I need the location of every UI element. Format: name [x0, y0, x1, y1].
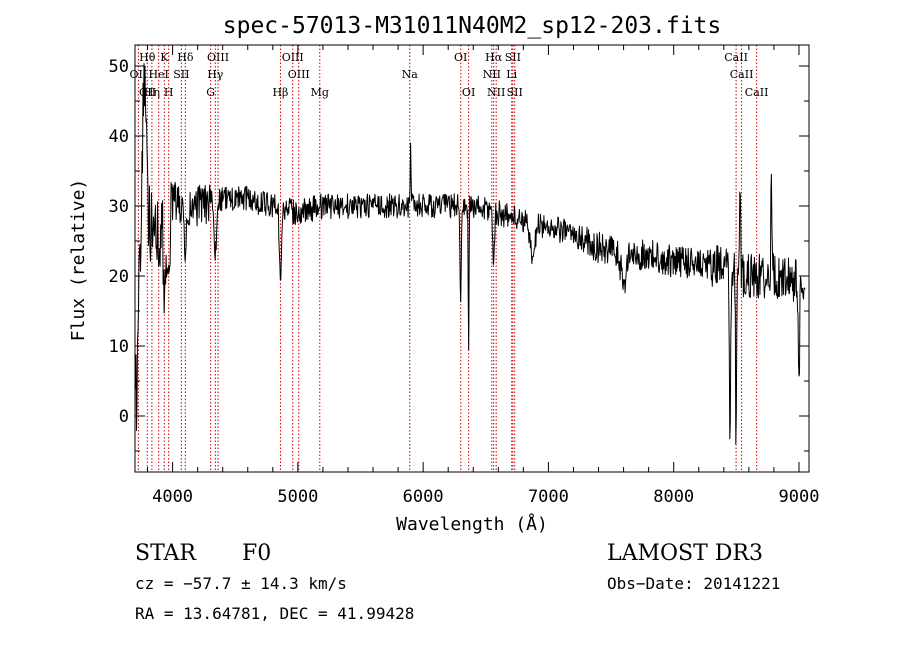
spectral-line-label: OII [130, 68, 148, 81]
x-tick-label: 8000 [653, 487, 694, 507]
x-tick-label: 5000 [277, 487, 318, 507]
y-tick-label: 20 [109, 267, 129, 287]
coordinates-readout: RA = 13.64781, DEC = 41.99428 [135, 604, 414, 623]
spectral-line-label: Hη [144, 86, 160, 99]
spectral-line-label: NII [487, 86, 505, 99]
spectral-line-label: CaII [724, 51, 748, 64]
spectral-line-label: Hδ [177, 51, 194, 64]
spectral-line-label: CaII [730, 68, 754, 81]
plot-frame [134, 44, 810, 473]
x-tick-label: 6000 [403, 487, 444, 507]
y-tick-label: 50 [109, 57, 129, 77]
chart-title: spec-57013-M31011N40M2_sp12-203.fits [223, 13, 722, 39]
x-tick-label: 4000 [152, 487, 193, 507]
y-axis: 0 10 20 30 40 50 [109, 57, 809, 452]
redshift-readout: cz = −57.7 ± 14.3 km/s [135, 574, 347, 593]
x-tick-label: 7000 [528, 487, 569, 507]
observation-date: Obs−Date: 20141221 [607, 574, 780, 593]
spectral-line-label: OIII [288, 68, 310, 81]
x-axis-label: Wavelength (Å) [396, 513, 548, 535]
spectral-line-label: Hβ [272, 86, 288, 99]
x-axis: 4000 5000 6000 7000 8000 9000 [147, 45, 820, 507]
y-tick-label: 10 [109, 337, 129, 357]
spectral-line-label: H [164, 86, 174, 99]
spectral-line-label: K [160, 51, 169, 64]
survey-name: LAMOST DR3 [607, 541, 763, 566]
spectral-line-label: SII [507, 86, 523, 99]
y-tick-label: 30 [109, 197, 129, 217]
spectral-line-label: HeI [148, 68, 168, 81]
spectrum-line [134, 63, 806, 445]
spectral-line-label: NII [483, 68, 501, 81]
object-class: STAR [135, 541, 197, 566]
spectral-line-label: Mg [311, 86, 329, 99]
spectral-line-label: SII [173, 68, 189, 81]
spectral-line-label: Hα [485, 51, 503, 64]
y-tick-label: 40 [109, 127, 129, 147]
spectral-line-label: Hθ [139, 51, 156, 64]
spectral-line-label: Na [402, 68, 419, 81]
spectral-line-label: Hγ [207, 68, 224, 81]
spectrum-series [134, 63, 806, 445]
spectral-subclass: F0 [242, 541, 271, 566]
y-axis-label: Flux (relative) [68, 179, 89, 342]
spectral-line-label: OIII [282, 51, 304, 64]
spectral-line-label: Li [506, 68, 517, 81]
y-tick-label: 0 [119, 407, 129, 427]
spectral-line-label: G [206, 86, 215, 99]
spectral-line-label: OI [462, 86, 475, 99]
x-tick-label: 9000 [779, 487, 820, 507]
spectral-line-label: OIII [207, 51, 229, 64]
spectral-line-label: OI [454, 51, 467, 64]
spectral-line-label: CaII [745, 86, 769, 99]
spectral-line-label: SII [505, 51, 521, 64]
